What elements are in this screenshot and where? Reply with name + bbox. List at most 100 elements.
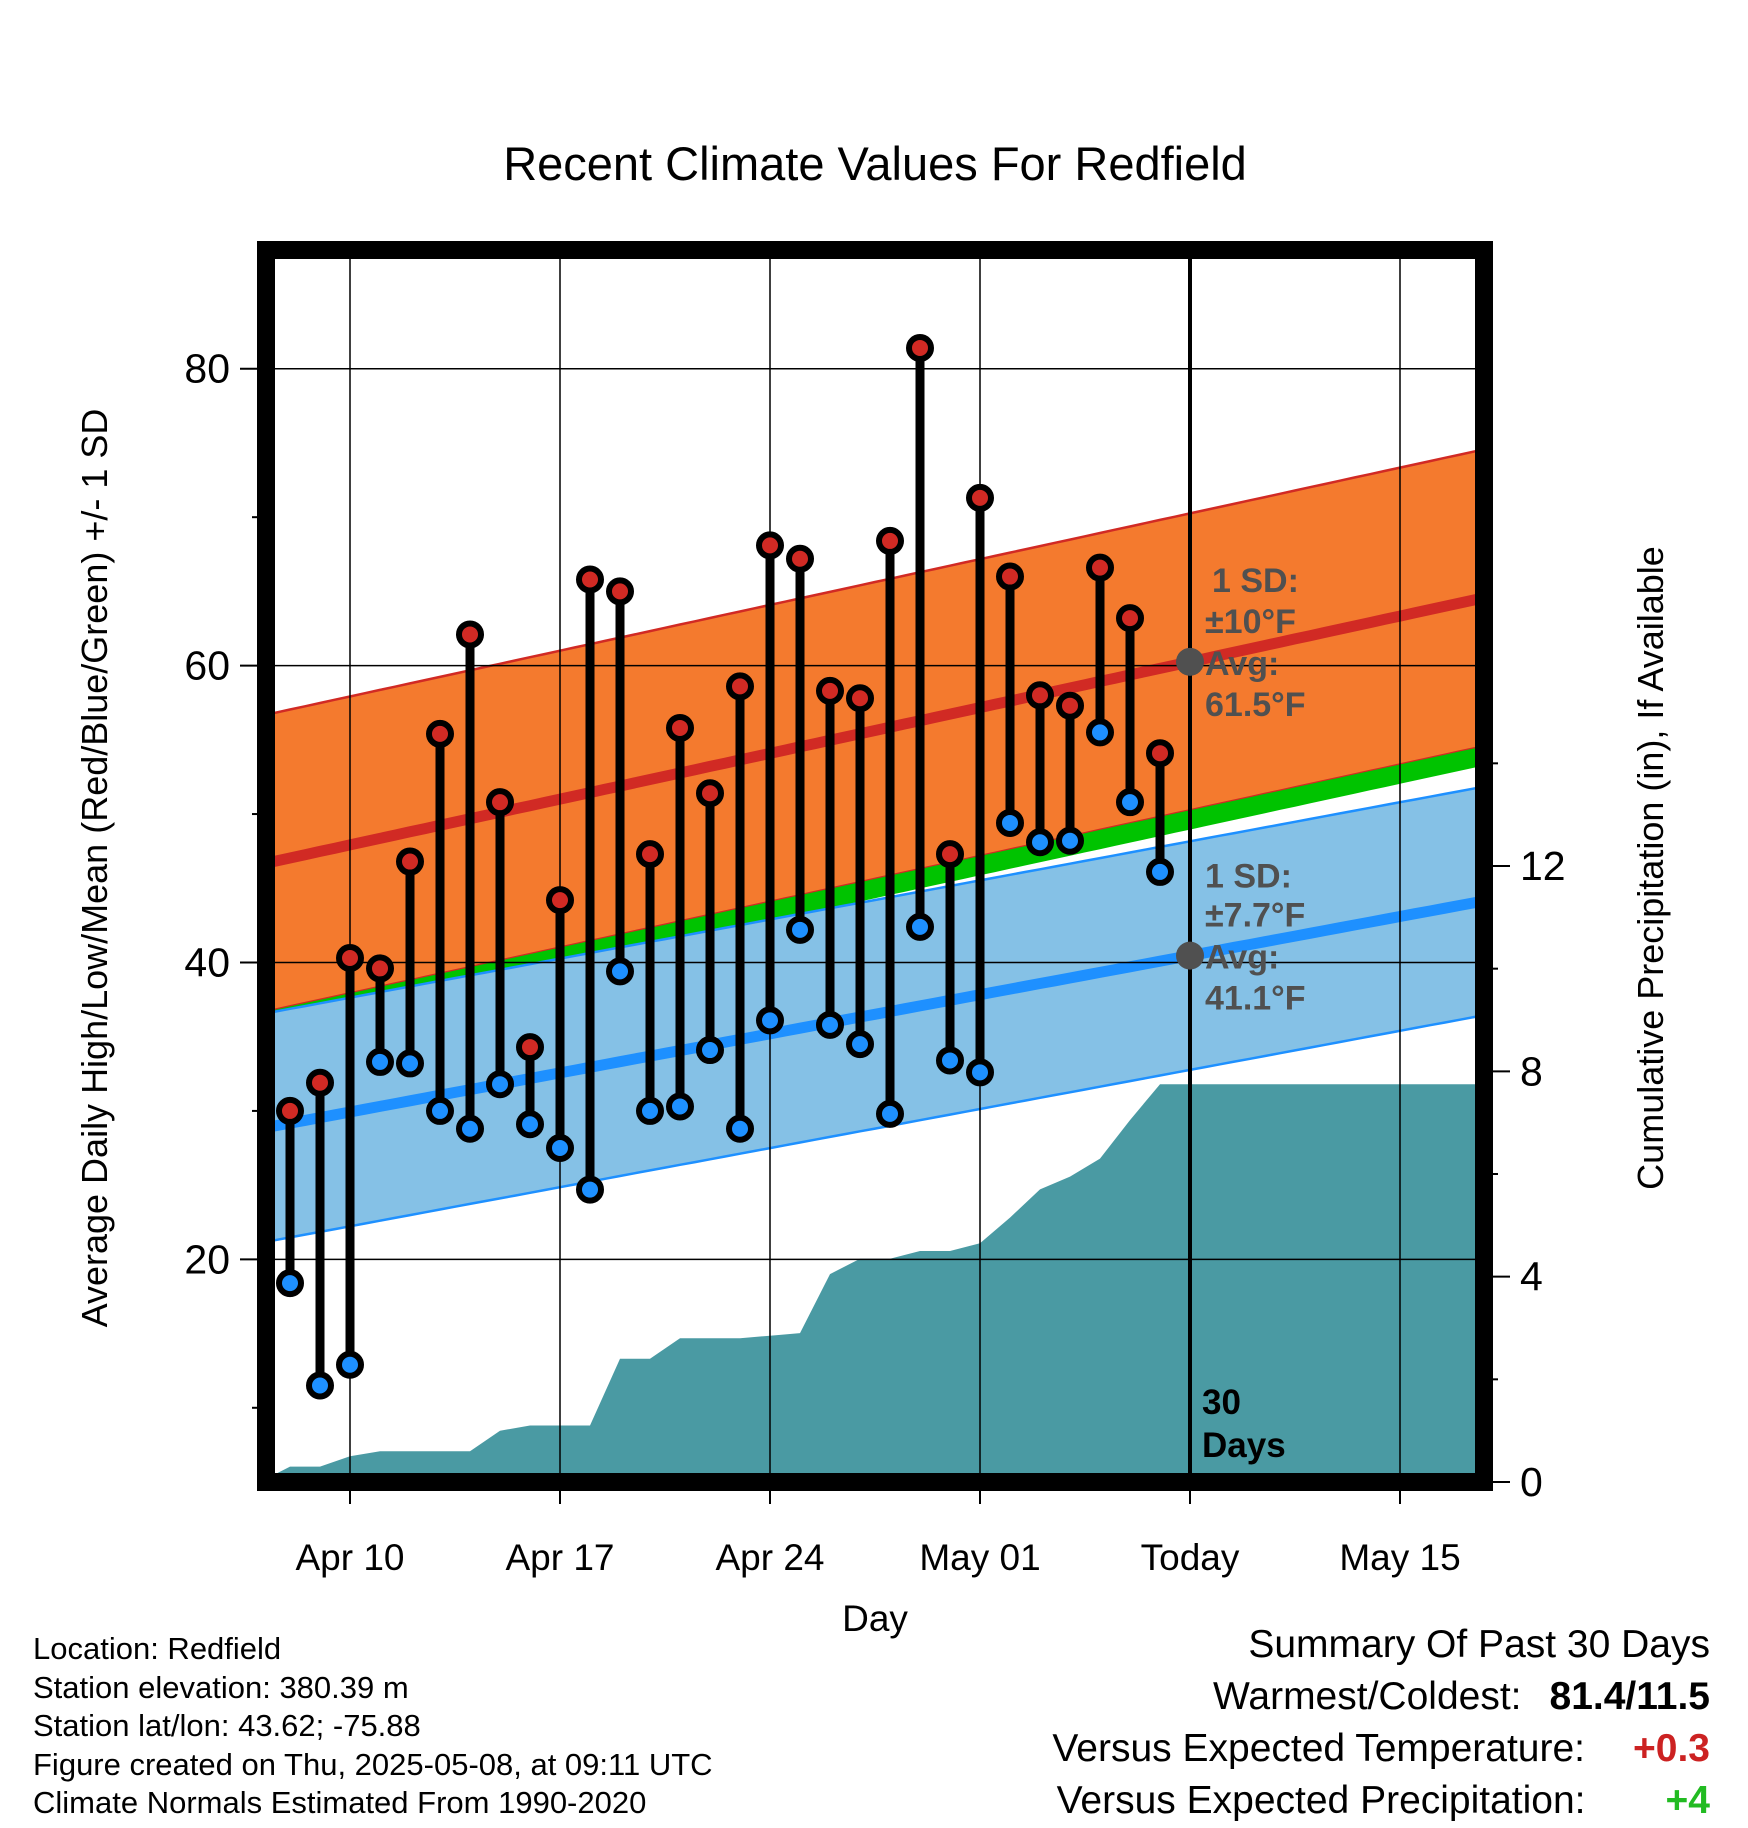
high-point: [336, 944, 364, 973]
low-point: [546, 1134, 574, 1163]
warm-cold-label: Warmest/Coldest:: [1213, 1675, 1522, 1718]
high-point: [1026, 681, 1054, 710]
high-point: [726, 672, 754, 701]
high-sd-title: 1 SD:: [1212, 562, 1299, 600]
high-point: [366, 954, 394, 983]
low-point: [696, 1036, 724, 1065]
high-point: [996, 562, 1024, 591]
high-point: [816, 676, 844, 705]
location-text: Location: Redfield: [33, 1631, 282, 1666]
high-avg-title: Avg:: [1205, 645, 1279, 683]
low-point: [1026, 828, 1054, 857]
low-sd-title: 1 SD:: [1205, 858, 1292, 896]
low-point: [456, 1114, 484, 1143]
x-tick-label: Apr 10: [295, 1537, 404, 1578]
precip-label: Versus Expected Precipitation:: [1056, 1779, 1586, 1822]
low-point: [1056, 826, 1084, 855]
x-ticks: [349, 1482, 1401, 1504]
high-point: [756, 531, 784, 560]
low-point: [366, 1047, 394, 1076]
high-point: [576, 565, 604, 594]
low-point: [306, 1371, 334, 1400]
high-point: [636, 840, 664, 869]
precip-value: +4: [1665, 1779, 1710, 1822]
chart-title: Recent Climate Values For Redfield: [503, 137, 1247, 190]
low-point: [996, 808, 1024, 837]
warm-cold-value: 81.4/11.5: [1549, 1675, 1711, 1718]
high-point: [966, 483, 994, 512]
high-point: [396, 847, 424, 876]
low-point: [876, 1099, 904, 1128]
days-text-label: Days: [1202, 1426, 1286, 1465]
normals-text: Climate Normals Estimated From 1990-2020: [33, 1785, 647, 1820]
y-ticks: [240, 367, 266, 1409]
low-point: [816, 1010, 844, 1039]
created-text: Figure created on Thu, 2025-05-08, at 09…: [33, 1746, 713, 1782]
low-point: [336, 1350, 364, 1379]
y2-tick-label: 12: [1520, 843, 1566, 889]
y-tick-label: 80: [184, 346, 230, 392]
high-sd-value: ±10°F: [1205, 603, 1296, 641]
high-point: [876, 526, 904, 555]
summary-precip: Versus Expected Precipitation: +4: [1057, 1779, 1710, 1823]
x-tick-label: May 15: [1339, 1537, 1460, 1578]
summary-warm-cold: Warmest/Coldest: 81.4/11.5: [1213, 1675, 1710, 1719]
high-point: [516, 1033, 544, 1062]
low-point: [786, 915, 814, 944]
low-sd-value: ±7.7°F: [1205, 897, 1305, 935]
y2-tick-label: 8: [1520, 1048, 1543, 1094]
temp-label: Versus Expected Temperature:: [1052, 1727, 1585, 1770]
low-point: [846, 1030, 874, 1059]
high-point: [1056, 691, 1084, 720]
high-point: [486, 788, 514, 817]
high-point: [786, 544, 814, 573]
low-point: [966, 1058, 994, 1087]
low-point: [1086, 718, 1114, 747]
y-tick-label: 60: [184, 643, 230, 689]
summary-temp: Versus Expected Temperature: +0.3: [1052, 1727, 1710, 1771]
high-point: [426, 719, 454, 748]
high-point: [306, 1068, 334, 1097]
days-count-label: 30: [1202, 1383, 1241, 1422]
high-point: [1146, 739, 1174, 768]
temp-value: +0.3: [1633, 1727, 1710, 1770]
x-tick-label: Apr 24: [715, 1537, 824, 1578]
x-tick-label: May 01: [919, 1537, 1040, 1578]
high-point: [846, 684, 874, 713]
low-point: [396, 1049, 424, 1078]
low-point: [666, 1092, 694, 1121]
high-point: [696, 779, 724, 808]
low-point: [276, 1269, 304, 1298]
high-point: [936, 840, 964, 869]
x-axis-label: Day: [842, 1598, 908, 1639]
low-point: [636, 1096, 664, 1125]
low-point: [726, 1114, 754, 1143]
low-point: [756, 1006, 784, 1035]
x-tick-label: Apr 17: [505, 1537, 614, 1578]
x-tick-label: Today: [1141, 1537, 1240, 1578]
high-point: [666, 713, 694, 742]
station-info: Location: Redfield Station elevation: 38…: [33, 1630, 713, 1823]
normals-bands: [266, 448, 1484, 1244]
high-point: [1086, 553, 1114, 582]
high-point: [456, 620, 484, 649]
low-point: [426, 1096, 454, 1125]
high-point: [1116, 604, 1144, 633]
y2-ticks: [1484, 762, 1510, 1483]
y-tick-label: 20: [184, 1236, 230, 1282]
y2-tick-label: 0: [1520, 1459, 1543, 1505]
precip-area: [266, 1084, 1484, 1482]
low-point: [1146, 857, 1174, 886]
y2-tick-label: 4: [1520, 1254, 1543, 1300]
y2-axis-label: Cumulative Precipitation (in), If Availa…: [1630, 546, 1671, 1190]
low-point: [486, 1070, 514, 1099]
low-point: [576, 1175, 604, 1204]
low-avg-title: Avg:: [1205, 939, 1279, 977]
low-point: [516, 1110, 544, 1139]
y-axis-label: Average Daily High/Low/Mean (Red/Blue/Gr…: [74, 409, 115, 1328]
latlon-text: Station lat/lon: 43.62; -75.88: [33, 1708, 421, 1743]
elevation-text: Station elevation: 380.39 m: [33, 1669, 409, 1705]
low-avg-value: 41.1°F: [1205, 980, 1306, 1018]
